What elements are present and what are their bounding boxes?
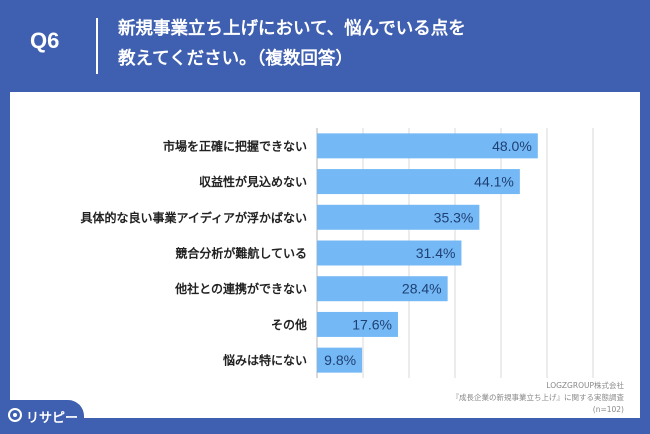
source-survey: 『成長企業の新規事業立ち上げ』に関する実態調査 — [451, 393, 625, 402]
bar — [317, 311, 398, 337]
sample-size: (n=102) — [592, 405, 624, 414]
value-label: 31.4% — [416, 245, 456, 261]
value-label: 28.4% — [402, 281, 442, 297]
question-label: Q6 — [30, 28, 60, 53]
value-label: 9.8% — [324, 352, 356, 368]
category-label: 収益性が見込めない — [199, 174, 307, 189]
label-layer: 市場を正確に把握できない 48.0% 収益性が見込めない 44.1% 具体的な良い事業ア… — [80, 138, 531, 368]
risapi-logo-icon — [8, 408, 22, 422]
source-company: LOGZGROUP株式会社 — [546, 381, 624, 390]
category-label: その他 — [271, 317, 307, 332]
header: Q6 新規事業立ち上げにおいて、悩んでいる点を 教えてください。（複数回答） — [0, 0, 650, 92]
category-label: 市場を正確に把握できない — [163, 138, 307, 153]
bar — [317, 169, 520, 195]
bar — [317, 240, 462, 266]
source-note: LOGZGROUP株式会社 『成長企業の新規事業立ち上げ』に関する実態調査 (n… — [452, 380, 625, 416]
brand-logo: リサピー — [0, 400, 84, 434]
bar-layer — [317, 133, 538, 373]
category-label: 他社との連携ができない — [174, 281, 307, 296]
bar — [317, 276, 448, 302]
category-label: 悩みは特にない — [222, 353, 307, 368]
value-label: 17.6% — [352, 316, 392, 332]
header-divider — [96, 18, 98, 74]
title-line-1: 新規事業立ち上げにおいて、悩んでいる点を — [118, 19, 466, 39]
category-label: 具体的な良い事業アイディアが浮かばない — [80, 210, 307, 225]
value-label: 44.1% — [474, 174, 514, 190]
value-label: 48.0% — [492, 138, 532, 154]
value-label: 35.3% — [434, 209, 474, 225]
page-title: 新規事業立ち上げにおいて、悩んでいる点を 教えてください。（複数回答） — [118, 14, 466, 74]
bar — [317, 204, 480, 230]
bar — [317, 133, 538, 159]
category-label: 競合分析が難航している — [175, 246, 307, 261]
title-line-2: 教えてください。（複数回答） — [118, 49, 353, 69]
bar — [317, 347, 363, 373]
brand-name: リサピー — [26, 411, 79, 426]
